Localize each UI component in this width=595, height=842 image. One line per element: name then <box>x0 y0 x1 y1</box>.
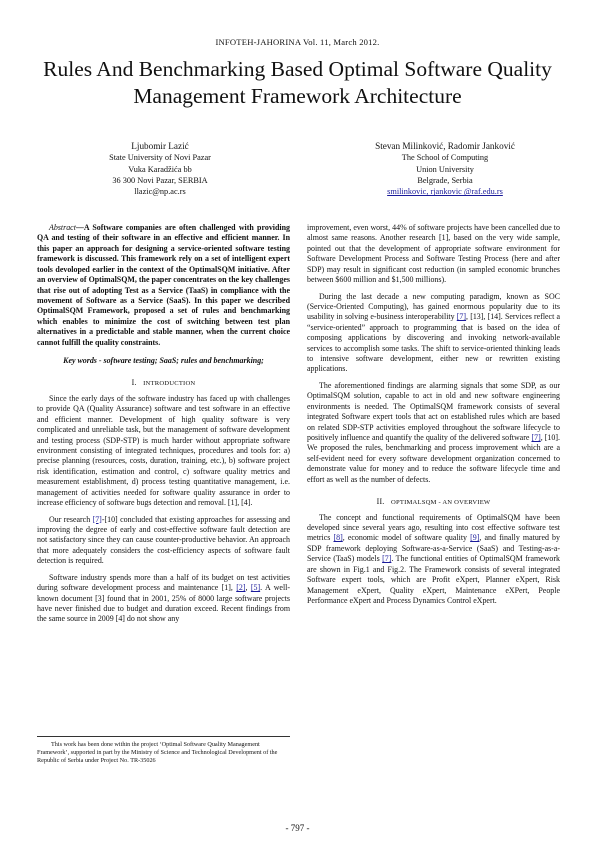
author-email: llazic@np.ac.rs <box>134 187 186 197</box>
paragraph: During the last decade a new computing p… <box>307 291 560 374</box>
author-university: Union University <box>416 164 474 174</box>
paragraph: The aforementioned findings are alarming… <box>307 380 560 484</box>
author-email-link[interactable]: smilinkovic, rjankovic @raf.edu.rs <box>387 187 503 197</box>
citation-link[interactable]: [2] <box>236 583 246 593</box>
left-column: Abstract—A Software companies are often … <box>37 223 290 625</box>
paragraph: Since the early days of the software ind… <box>37 393 290 508</box>
footnote-text: This work has been done within the proje… <box>37 741 278 765</box>
paragraph: The concept and functional requirements … <box>307 512 560 605</box>
author-affiliation: State University of Novi Pazar <box>109 153 211 163</box>
citation-link[interactable]: [9] <box>470 533 480 543</box>
author-name: Ljubomir Lazić <box>131 141 189 151</box>
running-header: INFOTEH-JAHORINA Vol. 11, March 2012. <box>215 37 380 47</box>
citation-link[interactable]: [7] <box>456 312 467 322</box>
section-heading: II. OptimalSQM - An Overview <box>376 497 491 507</box>
footnote: This work has been done within the proje… <box>37 741 290 766</box>
author-street: Vuka Karadžića bb <box>128 164 192 174</box>
keywords: Key words - software testing; SaaS; rule… <box>63 356 264 366</box>
abstract-label: Abstract <box>49 223 76 232</box>
paragraph: improvement, even worst, 44% of software… <box>307 223 560 285</box>
author-affiliation: The School of Computing <box>401 153 489 163</box>
page-number: - 797 - <box>285 823 310 833</box>
author-city: 36 300 Novi Pazar, SERBIA <box>112 176 208 185</box>
abstract-text: —A Software companies are often challeng… <box>37 223 290 347</box>
citation-link[interactable]: [7] <box>531 433 541 443</box>
citation-link[interactable]: [7] <box>382 554 392 564</box>
paper-title: Rules And Benchmarking Based Optimal Sof… <box>43 57 552 108</box>
section-heading: I. Introduction <box>131 378 196 388</box>
paragraph: Our research [7]-[10] concluded that exi… <box>37 514 291 566</box>
citation-link[interactable]: [8] <box>333 533 343 543</box>
author-block-right: Stevan Milinković, Radomir Janković The … <box>335 140 555 198</box>
right-column: improvement, even worst, 44% of software… <box>307 223 560 606</box>
abstract: Abstract—A Software companies are often … <box>37 223 290 348</box>
footnote-divider <box>37 736 290 737</box>
author-block-left: Ljubomir Lazić State University of Novi … <box>70 140 250 198</box>
paragraph: Software industry spends more than a hal… <box>37 572 291 624</box>
author-city: Belgrade, Serbia <box>417 176 473 185</box>
citation-link[interactable]: [5] <box>250 583 261 593</box>
author-name: Stevan Milinković, Radomir Janković <box>375 141 515 151</box>
citation-link[interactable]: [7] <box>92 514 102 524</box>
